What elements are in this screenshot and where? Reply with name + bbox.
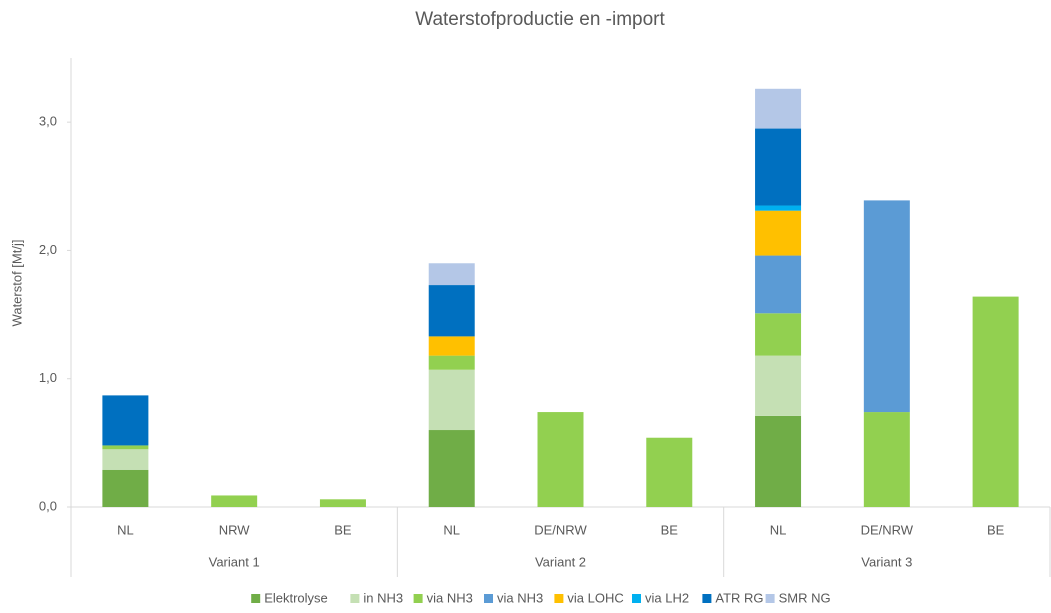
bar-segment	[646, 437, 693, 507]
bar-segment	[972, 296, 1019, 507]
bar-segment	[102, 395, 149, 446]
bar-segment	[755, 128, 802, 206]
legend-label: via LH2	[645, 590, 689, 605]
legend-label: in NH3	[363, 590, 403, 605]
bar-segment	[428, 285, 475, 337]
x-tick-label: NL	[117, 522, 134, 537]
y-tick-label: 1,0	[39, 370, 57, 385]
group-label: Variant 3	[861, 554, 912, 569]
x-tick-label: BE	[661, 522, 679, 537]
bar-segment	[537, 412, 584, 507]
x-tick-label: NL	[770, 522, 787, 537]
x-tick-label: NRW	[219, 522, 251, 537]
bar-segment	[755, 210, 802, 256]
bar-segment	[755, 355, 802, 416]
bar-segment	[428, 430, 475, 507]
legend-label: via NH3	[497, 590, 543, 605]
group-label: Variant 2	[535, 554, 586, 569]
legend-swatch	[251, 594, 261, 603]
bar-segment	[755, 88, 802, 129]
legend-swatch	[350, 594, 360, 603]
bar-segment	[755, 415, 802, 507]
bar-segment	[428, 263, 475, 286]
legend-swatch	[632, 594, 641, 603]
legend-swatch	[765, 594, 775, 603]
x-tick-label: DE/NRW	[534, 522, 587, 537]
legend-label: ATR RG	[715, 590, 763, 605]
x-tick-label: DE/NRW	[861, 522, 914, 537]
bar-segment	[863, 412, 910, 507]
x-tick-label: NL	[443, 522, 460, 537]
bar-segment	[102, 449, 149, 470]
group-label: Variant 1	[209, 554, 260, 569]
bar-segment	[755, 205, 802, 211]
bar-segment	[102, 469, 149, 507]
legend-label: SMR NG	[779, 590, 831, 605]
y-tick-label: 2,0	[39, 242, 57, 257]
y-tick-label: 0,0	[39, 498, 57, 513]
y-axis-label: Waterstof [Mt/j]	[9, 240, 24, 327]
bar-segment	[428, 336, 475, 356]
legend-label: via NH3	[427, 590, 473, 605]
bar-segment	[102, 445, 149, 450]
bar-segment	[211, 495, 258, 507]
bar-segment	[755, 255, 802, 314]
legend-label: via LOHC	[567, 590, 623, 605]
legend-label: Elektrolyse	[264, 590, 328, 605]
x-tick-label: BE	[334, 522, 352, 537]
chart-title: Waterstofproductie en -import	[415, 9, 665, 30]
bar-segment	[755, 313, 802, 356]
bar-segment	[319, 499, 366, 507]
bar-segment	[863, 200, 910, 413]
legend-swatch	[484, 594, 493, 603]
legend-swatch	[702, 594, 712, 603]
legend-swatch	[413, 594, 423, 603]
y-tick-label: 3,0	[39, 114, 57, 129]
legend-swatch	[554, 594, 564, 603]
x-tick-label: BE	[987, 522, 1005, 537]
bar-segment	[428, 369, 475, 431]
bar-segment	[428, 355, 475, 370]
